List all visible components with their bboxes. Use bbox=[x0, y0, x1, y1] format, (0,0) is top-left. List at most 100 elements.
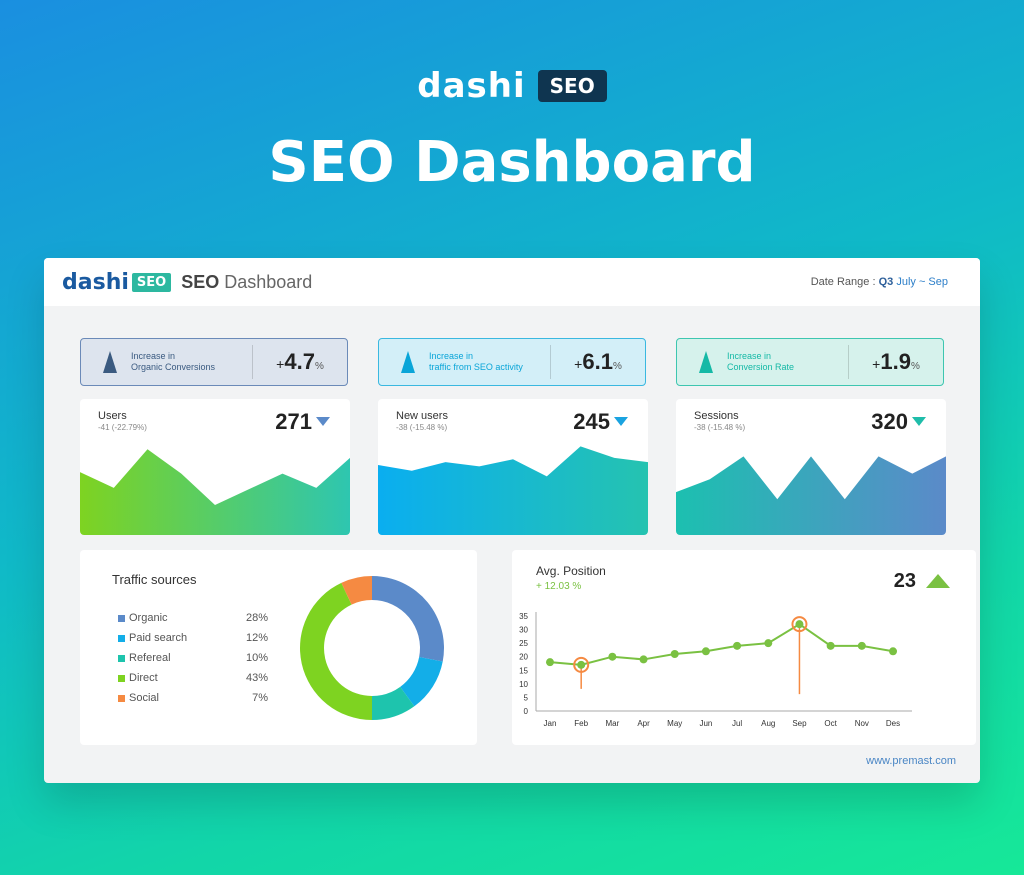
highlight-ring bbox=[791, 616, 808, 633]
y-tick-label: 0 bbox=[524, 707, 529, 716]
kpi-unit: % bbox=[612, 361, 622, 372]
legend-item-direct: Direct 43% bbox=[118, 668, 268, 688]
new-users-card[interactable]: New users -38 (-15.48 %) 245 bbox=[378, 399, 648, 535]
traffic-legend: Organic 28% Paid search 12% Refereal 10% Direc… bbox=[118, 608, 268, 708]
header-title: SEO Dashboard bbox=[181, 272, 312, 293]
avg-position-card: 0 5 10 15 20 25 30 35 Jan Feb Mar Apr May Jun Jul Aug Se… bbox=[512, 550, 976, 745]
legend-percent: 12% bbox=[245, 632, 268, 644]
kpi-divider bbox=[848, 345, 849, 379]
legend-swatch bbox=[118, 634, 125, 642]
x-tick-label: Des bbox=[886, 719, 900, 728]
data-point[interactable] bbox=[826, 641, 835, 650]
kpi-label: Increase in Organic Conversions bbox=[131, 351, 252, 373]
kpi-label-line2: Conversion Rate bbox=[727, 362, 795, 372]
data-point[interactable] bbox=[795, 620, 804, 629]
arrow-up-icon bbox=[926, 574, 950, 588]
metric-area bbox=[378, 446, 648, 535]
metric-title: Users bbox=[98, 410, 127, 422]
series-line bbox=[549, 622, 894, 666]
kpi-unit: % bbox=[314, 361, 324, 372]
legend-item-social: Social 7% bbox=[118, 688, 268, 708]
y-tick-label: 5 bbox=[524, 693, 529, 702]
metric-delta: -38 (-15.48 %) bbox=[396, 423, 448, 432]
legend-label: Refereal bbox=[129, 652, 171, 664]
header-logo-badge: SEO bbox=[131, 272, 172, 292]
donut-slice-organic bbox=[372, 576, 444, 662]
x-tick-label: Sep bbox=[792, 719, 807, 728]
avg-position-line-chart: 0 5 10 15 20 25 30 35 Jan Feb Mar Apr May Jun Jul Aug Se… bbox=[519, 612, 912, 728]
footer-link[interactable]: www.premast.com bbox=[866, 755, 956, 767]
donut-slice-paid-search bbox=[400, 656, 443, 707]
metric-area bbox=[80, 449, 350, 535]
data-point[interactable] bbox=[733, 641, 742, 650]
date-range-label: Date Range : bbox=[810, 276, 876, 288]
donut-slice-refereal bbox=[372, 686, 415, 720]
kpi-label-line1: Increase in bbox=[727, 351, 772, 361]
legend-label: Organic bbox=[129, 612, 168, 624]
legend-swatch bbox=[118, 614, 125, 622]
kpi-label: Increase in Conversion Rate bbox=[727, 351, 848, 373]
arrow-down-icon bbox=[316, 417, 330, 426]
data-point[interactable] bbox=[889, 647, 897, 656]
legend-percent: 10% bbox=[245, 652, 268, 664]
hero-logo: dashi SEO bbox=[0, 66, 1024, 106]
triangle-up-icon bbox=[699, 351, 713, 373]
avg-position-value: 23 bbox=[893, 570, 916, 592]
data-point[interactable] bbox=[701, 647, 710, 656]
y-tick-label: 20 bbox=[519, 653, 528, 662]
data-point[interactable] bbox=[764, 639, 773, 648]
metric-area-chart bbox=[676, 456, 946, 535]
y-tick-label: 10 bbox=[519, 680, 528, 689]
triangle-up-icon bbox=[401, 351, 415, 373]
legend-percent: 43% bbox=[245, 672, 268, 684]
kpi-conversion-rate: Increase in Conversion Rate +1.9% bbox=[676, 338, 944, 386]
data-point[interactable] bbox=[608, 652, 617, 661]
header-title-bold: SEO bbox=[181, 271, 220, 292]
kpi-label-line2: Organic Conversions bbox=[131, 362, 216, 372]
x-tick-label: Mar bbox=[605, 719, 619, 728]
highlight-ring bbox=[573, 656, 590, 673]
x-tick-label: Feb bbox=[574, 719, 588, 728]
data-point[interactable] bbox=[639, 655, 648, 664]
traffic-donut-chart bbox=[300, 576, 444, 720]
legend-item-refereal: Refereal 10% bbox=[118, 648, 268, 668]
y-tick-label: 25 bbox=[519, 639, 528, 648]
kpi-label-line1: Increase in bbox=[429, 351, 474, 361]
metric-area bbox=[676, 456, 946, 535]
arrow-down-icon bbox=[912, 417, 926, 426]
date-range[interactable]: Date Range : Q3 July ~ Sep bbox=[811, 276, 948, 288]
donut-slice-direct bbox=[300, 582, 372, 720]
avg-position-change: + 12.03 % bbox=[536, 581, 582, 592]
kpi-label-line1: Increase in bbox=[131, 351, 176, 361]
triangle-up-icon bbox=[103, 351, 117, 373]
legend-label: Paid search bbox=[129, 632, 188, 644]
kpi-unit: % bbox=[910, 361, 920, 372]
metric-area-chart bbox=[80, 449, 350, 535]
hero-logo-badge: SEO bbox=[537, 70, 607, 102]
traffic-title: Traffic sources bbox=[112, 572, 197, 587]
date-range-quarter: Q3 bbox=[878, 276, 894, 288]
panel-header: dashi SEO SEO Dashboard Date Range : Q3 … bbox=[44, 258, 980, 306]
metric-area-chart bbox=[378, 446, 648, 535]
kpi-sign: + bbox=[574, 356, 583, 372]
users-card[interactable]: Users -41 (-22.79%) 271 bbox=[80, 399, 350, 535]
metric-value: 271 bbox=[275, 409, 312, 434]
kpi-label-line2: traffic from SEO activity bbox=[429, 362, 523, 372]
legend-item-organic: Organic 28% bbox=[118, 608, 268, 628]
kpi-organic-conversions: Increase in Organic Conversions +4.7% bbox=[80, 338, 348, 386]
sessions-card[interactable]: Sessions -38 (-15.48 %) 320 bbox=[676, 399, 946, 535]
data-point[interactable] bbox=[670, 650, 679, 658]
data-point[interactable] bbox=[546, 658, 554, 667]
kpi-value: +4.7% bbox=[253, 349, 347, 375]
donut-slice-social bbox=[341, 576, 372, 605]
kpi-value: +6.1% bbox=[551, 349, 645, 375]
y-tick-label: 15 bbox=[519, 666, 528, 675]
data-point[interactable] bbox=[857, 641, 866, 650]
kpi-divider bbox=[252, 345, 253, 379]
dashboard-panel: dashi SEO SEO Dashboard Date Range : Q3 … bbox=[44, 258, 980, 783]
legend-swatch bbox=[118, 694, 125, 702]
kpi-value: +1.9% bbox=[849, 349, 943, 375]
kpi-number: 1.9 bbox=[880, 349, 911, 374]
data-point[interactable] bbox=[577, 660, 586, 669]
metric-delta: -41 (-22.79%) bbox=[98, 423, 147, 432]
